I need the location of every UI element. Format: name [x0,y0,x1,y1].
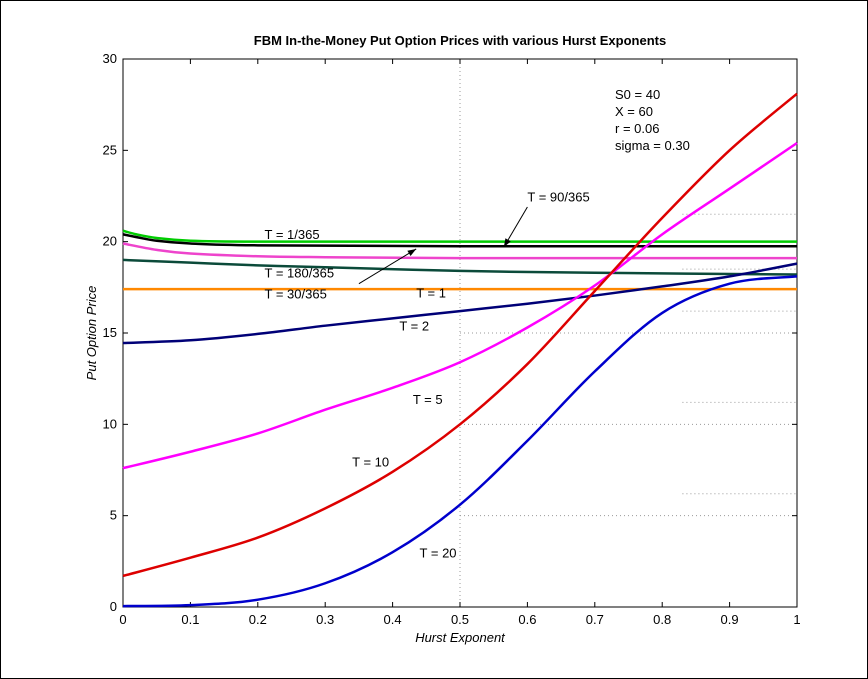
x-tick-label: 0.3 [316,612,334,627]
arrows-group [358,206,528,285]
series-line-t-20 [122,275,798,608]
arrow-head [407,248,417,256]
curve-label: T = 30/365 [265,286,327,301]
x-tick-label: 0.6 [518,612,536,627]
curve-label: T = 1 [416,285,446,300]
y-axis-label: Put Option Price [84,286,99,381]
x-axis-label: Hurst Exponent [415,630,506,645]
y-tick-label: 0 [110,599,117,614]
chart-title: FBM In-the-Money Put Option Prices with … [254,33,666,48]
series-line-t-1-365 [122,229,797,243]
x-tick-label: 0.9 [721,612,739,627]
curve-label: T = 20 [420,546,457,561]
x-tick-label: 0.4 [384,612,402,627]
curve-label: T = 1/365 [265,227,320,242]
series-line-t-30-365 [122,233,798,248]
curve-label: T = 90/365 [527,189,589,204]
parameter-text: X = 60 [615,104,653,119]
parameter-text: S0 = 40 [615,87,660,102]
series-line-t-180-365 [122,258,798,276]
x-tick-label: 0.1 [181,612,199,627]
series-line-t-90-365 [122,242,798,260]
curve-label: T = 2 [399,318,429,333]
x-tick-label: 0 [119,612,126,627]
y-tick-label: 25 [103,142,117,157]
parameter-text: r = 0.06 [615,121,659,136]
curve-label: T = 180/365 [265,265,335,280]
parameter-text: sigma = 0.30 [615,138,690,153]
series-group [122,92,798,608]
y-tick-label: 15 [103,325,117,340]
x-tick-label: 1 [793,612,800,627]
series-line-t-10 [122,92,798,578]
series-line-t-2 [122,262,798,345]
x-tick-label: 0.5 [451,612,469,627]
parameters-box: S0 = 40 X = 60 r = 0.06 sigma = 0.30 [615,87,690,153]
curve-label: T = 10 [352,454,389,469]
annotation-arrow [358,248,417,285]
y-tick-label: 5 [110,508,117,523]
labels-group: T = 1/365 T = 180/365 T = 30/365 T = 1 T = 2… [265,189,590,560]
x-tick-label: 0.2 [249,612,267,627]
y-tick-label: 10 [103,416,117,431]
x-tick-label: 0.7 [586,612,604,627]
arrow-head [503,238,511,248]
curve-label: T = 5 [413,392,443,407]
series-line-t-5 [122,141,798,470]
x-tick-label: 0.8 [653,612,671,627]
y-tick-label: 20 [103,234,117,249]
axis-ticks: 0 0.1 0.2 0.3 0.4 0.5 0.6 0.7 0.8 0.9 105101520253… [103,51,801,627]
y-tick-label: 30 [103,51,117,66]
